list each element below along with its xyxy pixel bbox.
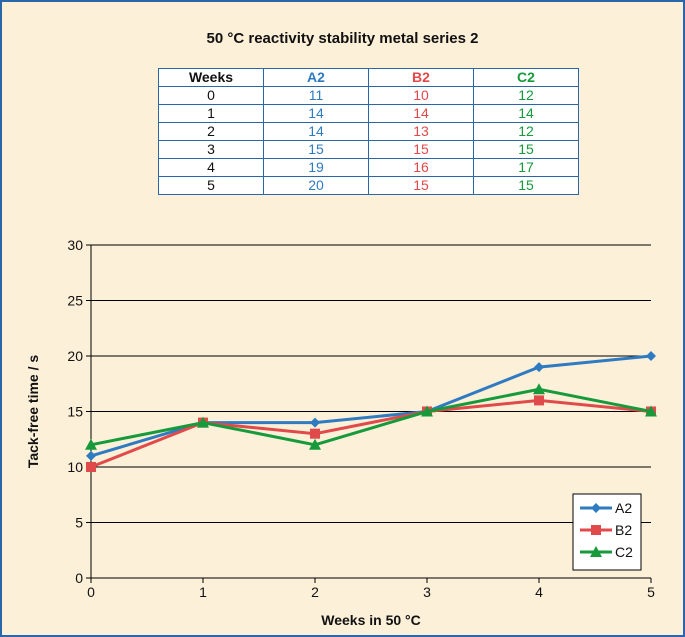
data-point [645, 405, 657, 417]
table-row: 1 14 14 14 [158, 104, 579, 123]
y-tick-label: 15 [67, 404, 83, 420]
table-row: 4 19 16 17 [158, 158, 579, 177]
x-tick-label: 0 [87, 584, 95, 600]
table-header-c2: C2 [473, 68, 579, 87]
y-axis-title: Tack-free time / s [25, 355, 41, 469]
chart-title: 50 °C reactivity stability metal series … [206, 30, 479, 47]
legend-item-c2: C2 [580, 544, 633, 560]
table-header-row: Weeks A2 B2 C2 [158, 68, 579, 87]
data-point [646, 351, 656, 361]
table-cell-a2: 11 [263, 86, 369, 105]
x-tick-label: 3 [423, 584, 431, 600]
table-cell-c2: 17 [473, 158, 579, 177]
legend-marker [591, 525, 601, 535]
y-tick-label: 0 [75, 570, 83, 586]
data-point [86, 462, 96, 472]
legend: A2 B2 C2 [572, 493, 642, 571]
table-cell-c2: 12 [473, 122, 579, 141]
y-tick-label: 20 [67, 348, 83, 364]
table-row: 0 11 10 12 [158, 86, 579, 105]
y-tick-label: 25 [67, 293, 83, 309]
data-point [85, 438, 97, 450]
data-table: Weeks A2 B2 C2 0 11 10 12 1 14 14 14 2 14 13 12 3 15 15 15… [158, 68, 579, 195]
table-body: 0 11 10 12 1 14 14 14 2 14 13 12 3 15 15 15 4 19 16 17 5 20 15… [158, 86, 579, 195]
data-point [421, 405, 433, 417]
legend-label: A2 [615, 500, 632, 516]
legend-marker [591, 503, 601, 513]
y-tick-label: 5 [75, 515, 83, 531]
table-cell-b2: 15 [368, 140, 474, 159]
x-tick-label: 1 [199, 584, 207, 600]
x-tick-label: 5 [647, 584, 655, 600]
legend-label: B2 [615, 522, 632, 538]
data-point [533, 383, 545, 395]
y-tick-label: 30 [67, 237, 83, 253]
x-tick-label: 4 [535, 584, 543, 600]
y-tick-label: 10 [67, 459, 83, 475]
data-point [534, 362, 544, 373]
series-line [90, 387, 652, 447]
data-point [309, 438, 321, 450]
x-axis-title: Weeks in 50 °C [321, 612, 421, 628]
data-point [310, 417, 320, 428]
table-row: 2 14 13 12 [158, 122, 579, 141]
data-point [310, 428, 320, 439]
legend-label: C2 [615, 544, 633, 560]
data-point [197, 416, 209, 428]
legend-item-a2: A2 [580, 500, 632, 516]
data-point [534, 395, 544, 406]
series-line [90, 354, 652, 458]
series-c2 [85, 383, 657, 450]
x-tick-label: 2 [311, 584, 319, 600]
table-row: 3 15 15 15 [158, 140, 579, 159]
legend-item-b2: B2 [580, 522, 632, 538]
legend-marker [590, 546, 602, 557]
table-cell-a2: 20 [263, 176, 369, 195]
table-row: 5 20 15 15 [158, 176, 579, 195]
table-cell-b2: 15 [368, 176, 474, 195]
data-point [86, 450, 96, 461]
table-cell-c2: 15 [473, 176, 579, 195]
series-line [90, 398, 652, 469]
